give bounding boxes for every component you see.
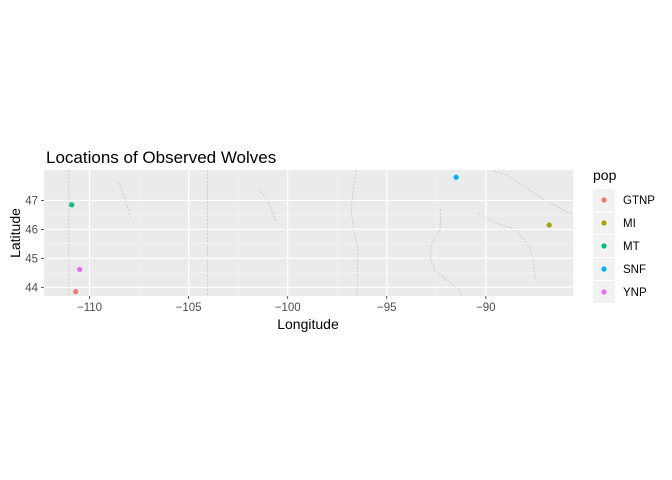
legend-label-mt: MT (623, 241, 640, 253)
x-tick-label: −95 (377, 302, 397, 314)
data-points (69, 174, 552, 295)
legend-label-snf: SNF (623, 264, 646, 276)
legend-marker-gtnp (601, 197, 607, 203)
x-tick-label: −110 (77, 302, 102, 314)
x-tick-label: −90 (476, 302, 496, 314)
y-tick-label: 44 (25, 282, 38, 294)
y-axis-title: Latitude (7, 208, 23, 258)
data-point-mi (546, 222, 552, 228)
x-tick-label: −105 (176, 302, 202, 314)
y-tick-label: 45 (25, 253, 38, 265)
grid (44, 170, 573, 296)
y-tick-label: 47 (25, 195, 38, 207)
x-axis: −110 −105 −100 −95 −90 (77, 296, 496, 314)
legend: pop GTNP MI MT SNF YNP (593, 167, 655, 303)
data-point-mt (69, 202, 75, 208)
y-tick-label: 46 (25, 224, 38, 236)
legend-title: pop (593, 167, 617, 183)
legend-label-gtnp: GTNP (623, 195, 655, 207)
y-axis: 44 45 46 47 (25, 195, 44, 294)
x-tick-label: −100 (275, 302, 301, 314)
legend-marker-mt (601, 243, 607, 249)
x-axis-title: Longitude (277, 316, 339, 332)
legend-marker-mi (601, 220, 607, 226)
data-point-snf (453, 174, 459, 180)
map-boundary-line (477, 213, 536, 282)
legend-marker-snf (601, 266, 607, 272)
plot-panel (44, 170, 573, 296)
data-point-gtnp (73, 289, 79, 295)
map-boundary-line (350, 169, 359, 297)
legend-label-mi: MI (623, 218, 636, 230)
chart-title: Locations of Observed Wolves (46, 148, 276, 167)
data-point-ynp (77, 266, 83, 272)
map-boundary-line (493, 171, 574, 216)
legend-marker-ynp (601, 289, 607, 295)
legend-label-ynp: YNP (623, 287, 647, 299)
